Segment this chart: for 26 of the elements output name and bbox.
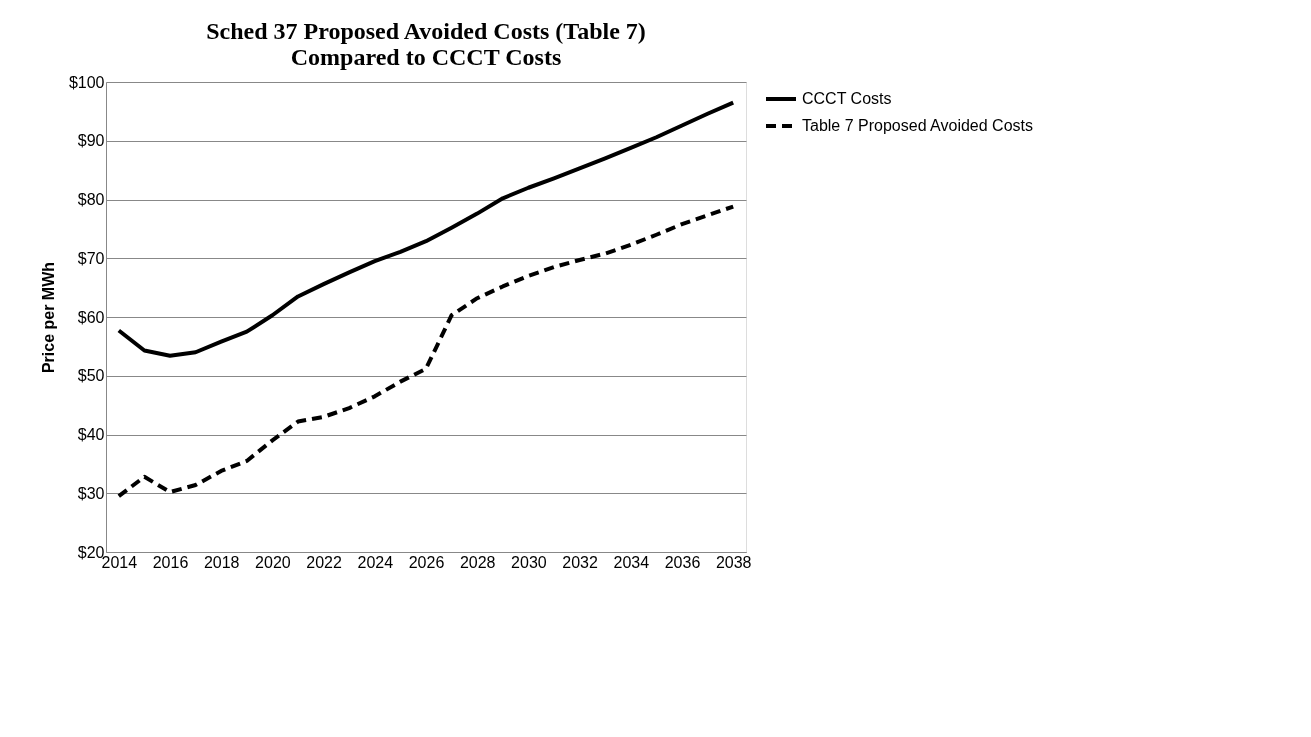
y-tick-label: $60 (77, 308, 105, 326)
x-tick-label: 2020 (255, 553, 291, 571)
x-tick-label: 2022 (306, 553, 342, 571)
x-tick-label: 2024 (357, 553, 394, 571)
y-tick-label: $40 (77, 426, 105, 443)
y-tick-label: $100 (68, 73, 105, 91)
x-tick-label: 2028 (459, 553, 496, 571)
x-tick-label: 2016 (152, 553, 189, 571)
legend-label: CCCT Costs (802, 90, 892, 107)
x-tick-label: 2030 (511, 553, 547, 571)
y-tick-label: $50 (77, 367, 105, 385)
x-tick-label: 2018 (203, 553, 240, 571)
x-tick-label: 2036 (664, 553, 701, 571)
y-axis-title: Price per MWh (39, 261, 57, 374)
line-series (116, 204, 736, 499)
chart-title: Sched 37 Proposed Avoided Costs (Table 7) Compared to CCCT Costs (206, 18, 646, 70)
y-tick-label: $30 (77, 484, 105, 502)
line-series (116, 100, 736, 358)
x-tick-label: 2032 (562, 553, 598, 571)
y-tick-label: $90 (77, 132, 105, 150)
legend-label: Table 7 Proposed Avoided Costs (802, 117, 1033, 134)
y-tick-label: $80 (77, 191, 105, 208)
y-tick-label: $70 (77, 249, 105, 267)
x-tick-label: 2026 (408, 553, 445, 571)
x-tick-label: 2038 (715, 553, 752, 571)
x-tick-label: 2034 (613, 553, 650, 571)
